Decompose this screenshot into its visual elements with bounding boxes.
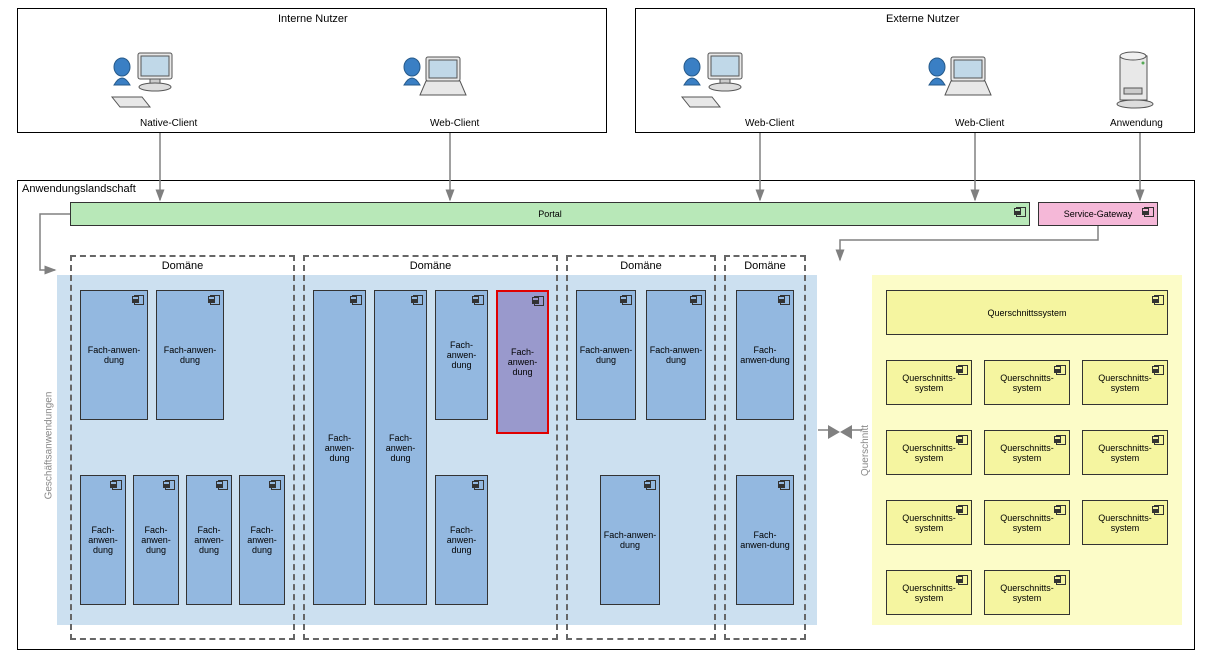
fach-component: Fach-anwen-dung [736,290,794,420]
web-client-label-3: Web-Client [955,118,1004,129]
fach-component: Fach-anwen-dung [435,290,488,420]
fach-component: Fach-anwen-dung [133,475,179,605]
quer-component: Querschnitts-system [984,360,1070,405]
server-icon [1115,48,1165,116]
quer-component: Querschnitts-system [984,500,1070,545]
quer-component: Querschnitts-system [1082,500,1168,545]
fach-component: Fach-anwen-dung [313,290,366,605]
landscape-title: Anwendungslandschaft [22,183,136,195]
portal-label: Portal [538,209,562,219]
interne-nutzer-box: Interne Nutzer [17,8,607,133]
externe-title: Externe Nutzer [886,13,959,25]
quer-component: Querschnitts-system [886,500,972,545]
querschnitt-vlabel: Querschnitt [860,425,871,476]
domain-label: Domäne [72,260,293,272]
gateway-component: Service-Gateway [1038,202,1158,226]
fach-component: Fach-anwen-dung [80,475,126,605]
fach-component: Fach-anwen-dung [239,475,285,605]
fach-component: Fach-anwen-dung [186,475,232,605]
interne-title: Interne Nutzer [278,13,348,25]
fach-component: Fach-anwen-dung [736,475,794,605]
user-laptop-icon-2 [925,45,995,118]
component-icon [1142,206,1154,216]
user-desktop-icon-2 [680,45,750,118]
geschaeft-vlabel: Geschäftsanwendungen [43,392,54,500]
quer-component: Querschnitts-system [886,430,972,475]
domain-label: Domäne [726,260,804,272]
fach-component: Fach-anwen-dung [435,475,488,605]
web-client-label-1: Web-Client [430,118,479,129]
domain-label: Domäne [568,260,714,272]
fach-component: Fach-anwen-dung [646,290,706,420]
quer-component: Querschnitts-system [886,570,972,615]
fach-component: Fach-anwen-dung [576,290,636,420]
portal-component: Portal [70,202,1030,226]
web-client-label-2: Web-Client [745,118,794,129]
user-laptop-icon [400,45,470,118]
fach-component: Fach-anwen-dung [156,290,224,420]
gateway-label: Service-Gateway [1064,209,1133,219]
fach-component: Fach-anwen-dung [374,290,427,605]
native-client-label: Native-Client [140,118,197,129]
quer-component: Querschnitts-system [886,360,972,405]
fach-component-highlighted: Fach-anwen-dung [496,290,549,434]
quer-wide-component: Querschnittssystem [886,290,1168,335]
user-desktop-icon [110,45,180,118]
quer-component: Querschnitts-system [984,430,1070,475]
quer-component: Querschnitts-system [1082,360,1168,405]
domain-label: Domäne [305,260,556,272]
anwendung-label: Anwendung [1110,118,1163,129]
fach-component: Fach-anwen-dung [600,475,660,605]
quer-component: Querschnitts-system [1082,430,1168,475]
fach-component: Fach-anwen-dung [80,290,148,420]
component-icon [1014,206,1026,216]
quer-component: Querschnitts-system [984,570,1070,615]
